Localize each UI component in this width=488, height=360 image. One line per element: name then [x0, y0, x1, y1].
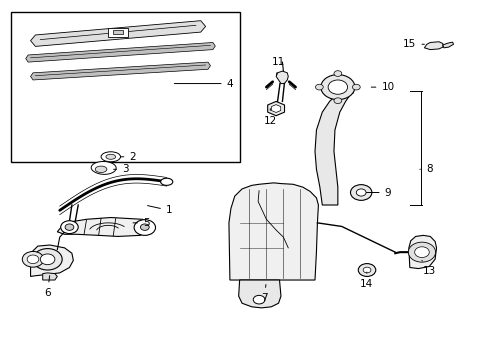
Circle shape: [27, 255, 39, 264]
Polygon shape: [30, 21, 205, 46]
Polygon shape: [238, 280, 281, 308]
Circle shape: [61, 221, 78, 234]
Text: 7: 7: [260, 284, 267, 303]
Ellipse shape: [101, 152, 120, 162]
Circle shape: [407, 242, 435, 262]
Polygon shape: [424, 42, 442, 50]
Circle shape: [136, 221, 153, 234]
Circle shape: [363, 267, 370, 273]
Circle shape: [350, 185, 371, 201]
Circle shape: [65, 224, 74, 230]
Polygon shape: [228, 183, 318, 280]
Circle shape: [22, 251, 43, 267]
Circle shape: [40, 254, 55, 265]
Circle shape: [320, 75, 354, 100]
Circle shape: [315, 84, 323, 90]
Circle shape: [414, 247, 428, 257]
Polygon shape: [271, 105, 280, 112]
Text: 15: 15: [403, 39, 424, 49]
Text: 11: 11: [271, 57, 285, 76]
Bar: [11, 12, 239, 162]
Text: 1: 1: [147, 205, 172, 215]
Circle shape: [134, 220, 155, 235]
Polygon shape: [91, 162, 116, 174]
Text: 2: 2: [121, 152, 136, 162]
Text: 8: 8: [419, 164, 432, 174]
Circle shape: [356, 189, 366, 196]
Polygon shape: [57, 217, 152, 237]
Circle shape: [333, 98, 341, 104]
Text: 13: 13: [421, 260, 435, 276]
Polygon shape: [113, 30, 122, 33]
Text: 5: 5: [133, 218, 149, 228]
Polygon shape: [42, 273, 57, 280]
Circle shape: [33, 249, 62, 270]
Text: 10: 10: [370, 82, 394, 92]
Text: 9: 9: [366, 188, 390, 198]
Polygon shape: [408, 235, 436, 269]
Circle shape: [253, 296, 264, 304]
Polygon shape: [95, 166, 107, 172]
Ellipse shape: [106, 154, 116, 159]
Polygon shape: [276, 71, 287, 84]
Polygon shape: [108, 28, 127, 37]
Text: 14: 14: [359, 272, 372, 289]
Text: 6: 6: [44, 276, 51, 297]
Text: 12: 12: [263, 109, 276, 126]
Polygon shape: [26, 42, 215, 62]
Circle shape: [358, 264, 375, 276]
Circle shape: [352, 84, 360, 90]
Ellipse shape: [160, 178, 172, 185]
Polygon shape: [314, 93, 353, 205]
Text: 3: 3: [113, 164, 128, 174]
Text: 4: 4: [174, 78, 233, 89]
Polygon shape: [267, 102, 284, 116]
Polygon shape: [30, 245, 73, 276]
Polygon shape: [442, 42, 453, 48]
Circle shape: [333, 71, 341, 76]
Circle shape: [327, 80, 347, 94]
Polygon shape: [30, 62, 210, 80]
Circle shape: [140, 224, 149, 230]
